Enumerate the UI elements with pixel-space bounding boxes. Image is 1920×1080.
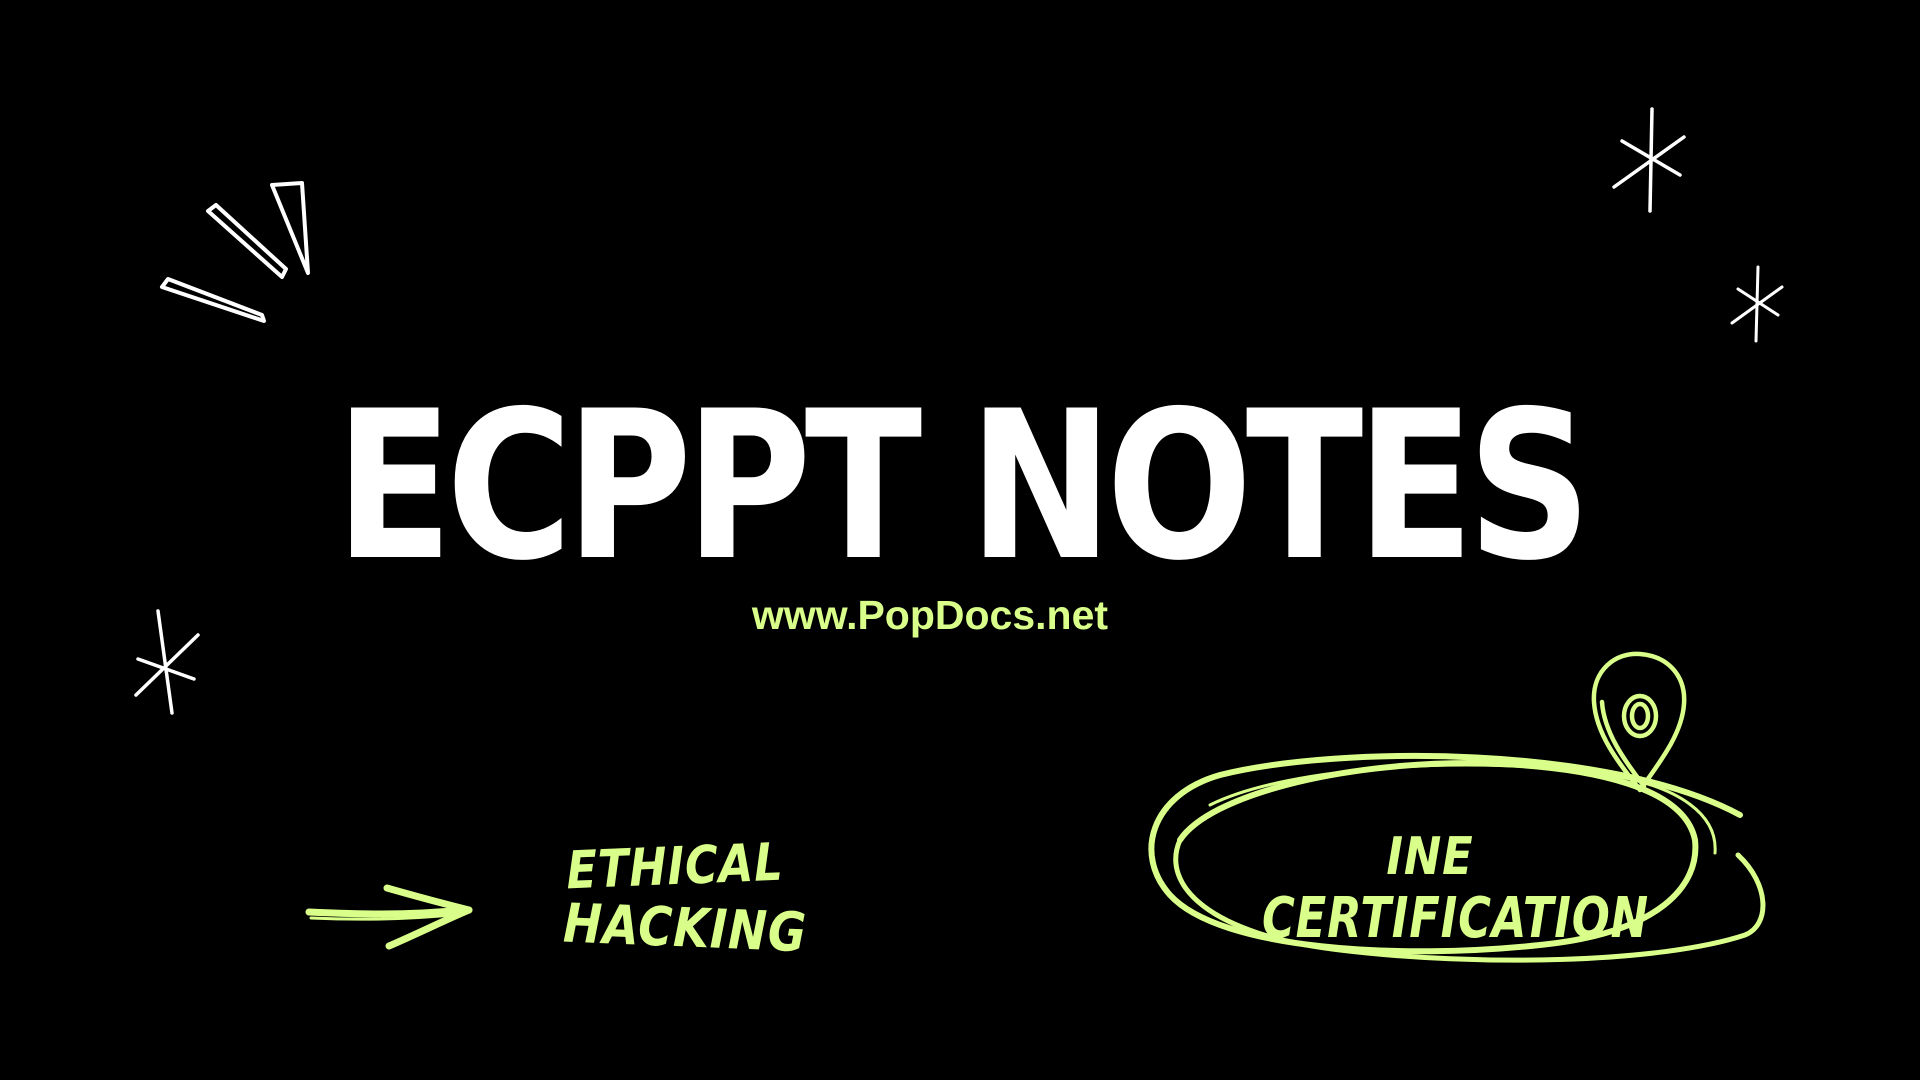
tag-ine: INE [1386, 827, 1474, 887]
arrow-icon [305, 884, 473, 950]
scribble-circle-icon [1148, 753, 1766, 963]
sparkle-icon [134, 609, 200, 715]
sparkle-icon [1612, 107, 1686, 213]
tag-certification: CERTIFICATION [1262, 886, 1649, 951]
website-url: www.PopDocs.net [751, 592, 1109, 638]
burst-lines-icon [160, 181, 310, 323]
location-pin-icon [1591, 651, 1687, 793]
tag-hacking: HACKING [562, 891, 808, 965]
page-title: ECPPT NOTES [335, 368, 1591, 606]
tag-ethical: ETHICAL [565, 832, 785, 902]
sparkle-icon [1730, 265, 1784, 343]
